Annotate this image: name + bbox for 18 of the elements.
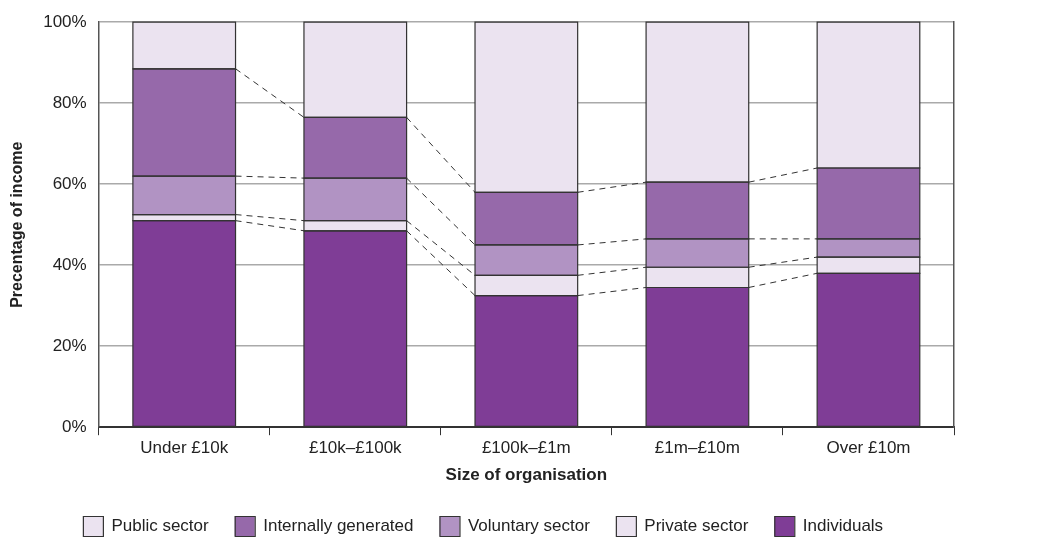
x-tick-label: £10k–£100k [308, 438, 403, 458]
y-axis-title: Precentage of income [8, 141, 26, 308]
legend-label: Private sector [644, 515, 749, 535]
x-tick-label: Under £10k [140, 438, 229, 458]
y-tick-label: 80% [52, 92, 87, 112]
y-tick-label: 40% [52, 254, 87, 274]
legend-label: Public sector [111, 515, 210, 535]
y-tick-label: 60% [52, 173, 87, 193]
legend-label: Individuals [802, 515, 884, 535]
x-tick-label: Over £10m [826, 438, 911, 458]
y-tick-label: 0% [62, 416, 87, 436]
legend-label: Internally generated [263, 515, 414, 535]
x-axis-title: Size of organisation [445, 465, 608, 485]
x-tick-label: £1m–£10m [654, 438, 740, 458]
legend-label: Voluntary sector [467, 515, 591, 535]
y-tick-label: 20% [52, 335, 87, 355]
x-tick-label: £100k–£1m [481, 438, 571, 458]
y-tick-label: 100% [43, 11, 87, 31]
